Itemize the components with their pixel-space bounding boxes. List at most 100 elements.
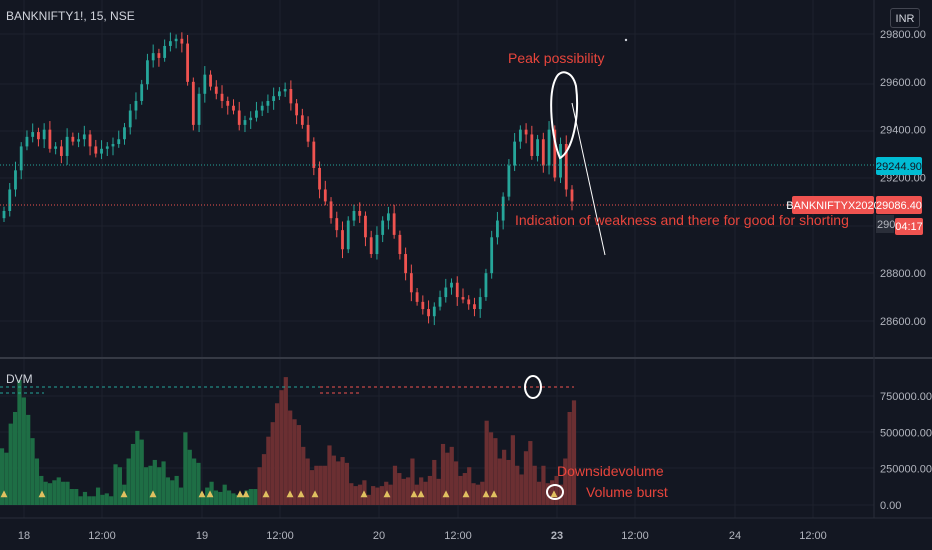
volume-bar <box>314 465 319 505</box>
time-axis[interactable]: 18 12:00 19 12:00 20 12:00 23 12:00 24 12:00 <box>18 530 827 542</box>
currency-badge[interactable]: INR <box>890 8 920 28</box>
candle <box>524 123 528 144</box>
volume-bar <box>21 397 26 505</box>
candle <box>232 99 235 115</box>
time-tick-label: 18 <box>18 530 30 542</box>
volume-bar <box>414 484 419 505</box>
volume-bar <box>349 483 354 505</box>
candle <box>358 202 362 223</box>
volume-bar <box>47 483 53 505</box>
candle <box>518 125 522 149</box>
volume-bar <box>104 493 109 505</box>
candle <box>266 94 270 113</box>
volume-bar <box>558 484 564 505</box>
downside-volume-annotation: Downsidevolume <box>557 463 664 479</box>
upper-price-tag <box>876 157 922 175</box>
candle <box>444 278 448 303</box>
volume-bar <box>17 380 22 505</box>
lower-price-tag-text: 29086.40 <box>876 200 922 212</box>
candle <box>547 121 551 175</box>
volume-bar <box>4 452 9 505</box>
volume-bar <box>126 458 131 505</box>
candle <box>105 142 109 156</box>
volume-bar <box>30 438 35 505</box>
candle <box>31 123 35 143</box>
candle <box>455 276 459 306</box>
time-tick-label: 12:00 <box>444 530 472 542</box>
signal-marker <box>462 490 470 498</box>
signal-marker <box>206 490 214 498</box>
time-tick-label: 12:00 <box>266 530 294 542</box>
volume-bar <box>226 490 232 505</box>
volume-bar <box>0 448 5 505</box>
volume-bar <box>506 459 511 505</box>
volume-bar <box>375 487 380 505</box>
price-tags: 29244.90 290 BANKNIFTYX2020 29086.40 04:… <box>786 157 923 235</box>
candle <box>203 66 207 103</box>
volume-bar <box>218 491 223 505</box>
candle <box>140 79 144 105</box>
volume-bar <box>52 480 57 505</box>
volume-bar <box>371 486 376 505</box>
volume-bar <box>536 481 542 505</box>
time-tick-label: 19 <box>196 530 208 542</box>
volume-axis[interactable]: 750000.00 500000.00 250000.00 0.00 <box>880 391 932 512</box>
volume-tick-label: 500000.00 <box>880 427 932 439</box>
candle <box>392 204 396 239</box>
volume-bar <box>288 410 293 505</box>
candle <box>249 111 253 129</box>
signal-marker <box>236 490 244 498</box>
volume-bar <box>454 461 459 505</box>
volume-bar <box>480 481 485 505</box>
volume-bar <box>571 400 577 505</box>
volume-bar <box>292 419 297 505</box>
volume-bar <box>113 464 118 505</box>
candle <box>295 99 299 125</box>
price-axis[interactable]: 29800.00 29600.00 29400.00 29200.00 28800.00… <box>880 29 926 328</box>
time-tick-label: 20 <box>373 530 385 542</box>
candle <box>243 115 247 133</box>
symbol-price-label-text: BANKNIFTYX2020 <box>786 200 880 212</box>
candle <box>283 82 287 97</box>
signal-marker <box>38 490 46 498</box>
volume-bar <box>135 430 140 505</box>
volume-bar <box>209 481 214 505</box>
symbol-title[interactable]: BANKNIFTY1!, 15, NSE <box>6 9 135 23</box>
volume-bar <box>554 475 559 505</box>
volume-bar <box>39 475 44 505</box>
volume-bar <box>270 422 275 505</box>
volume-bar <box>353 486 358 505</box>
volume-bar <box>467 467 472 505</box>
signal-marker <box>286 490 294 498</box>
price-tick-label: 28600.00 <box>880 316 926 328</box>
volume-bar <box>488 432 494 505</box>
price-tick-label: 29600.00 <box>880 77 926 89</box>
candle <box>341 221 344 259</box>
volume-bar <box>257 467 262 505</box>
candle <box>427 300 430 324</box>
volume-bar <box>528 441 533 505</box>
volume-burst-annotation: Volume burst <box>586 484 668 500</box>
candle <box>19 142 23 180</box>
indicator-label[interactable]: DVM <box>6 372 33 386</box>
volume-bar <box>423 481 428 505</box>
volume-bar <box>327 445 332 505</box>
volume-bar <box>301 446 306 505</box>
volume-bar <box>567 411 572 505</box>
volume-bar <box>519 474 524 505</box>
candle <box>65 128 69 165</box>
candle <box>438 290 442 311</box>
candle <box>25 130 29 151</box>
volume-bar <box>427 475 433 505</box>
volume-bar <box>541 465 546 505</box>
candle <box>255 101 258 122</box>
candle <box>128 104 132 135</box>
volume-bar <box>449 446 454 505</box>
volume-bar <box>91 496 96 505</box>
countdown-tag-text: 04:17 <box>895 221 923 233</box>
volume-bar <box>161 461 166 505</box>
volume-bar <box>244 490 249 505</box>
volume-tick-label: 250000.00 <box>880 464 932 476</box>
signal-marker <box>360 490 368 498</box>
